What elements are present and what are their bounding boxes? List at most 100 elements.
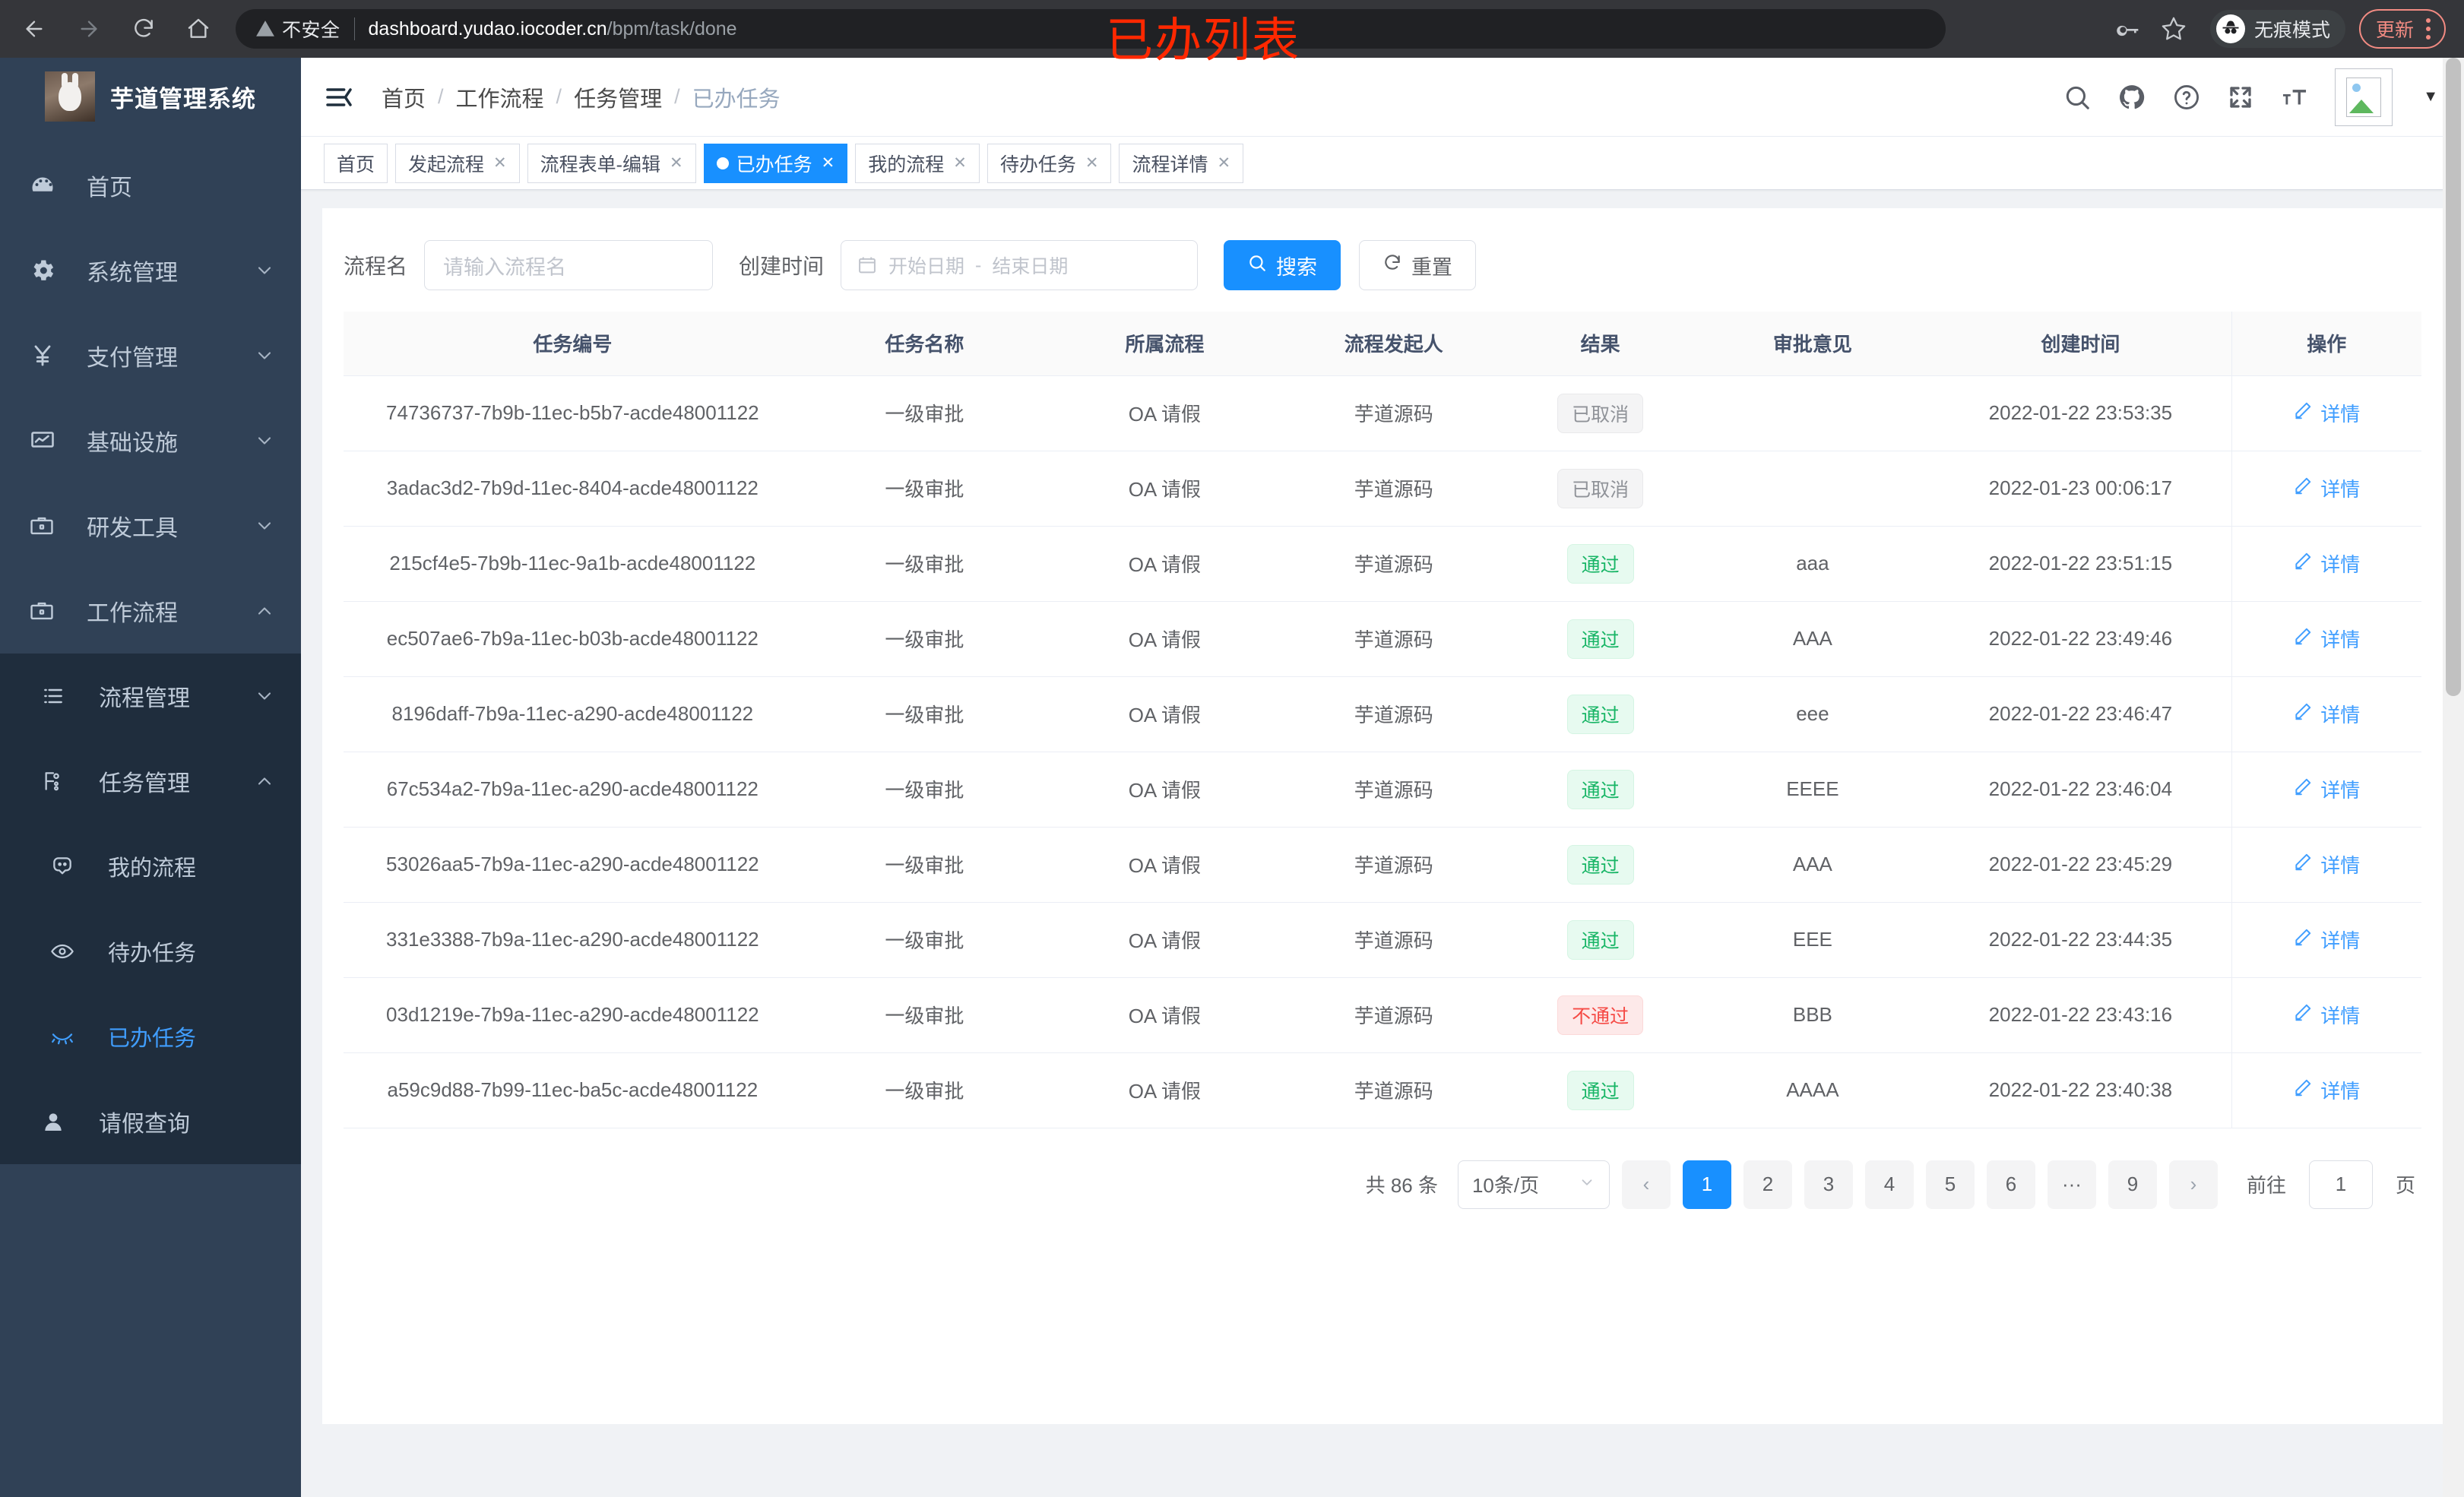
detail-link[interactable]: 详情 (2293, 700, 2360, 728)
table-row[interactable]: 67c534a2-7b9a-11ec-a290-acde48001122 一级审批… (344, 752, 2421, 828)
close-icon[interactable]: ✕ (953, 154, 967, 172)
detail-link[interactable]: 详情 (2293, 1001, 2360, 1029)
sidebar-item-payment[interactable]: 支付管理 (0, 313, 301, 398)
close-icon[interactable]: ✕ (821, 154, 835, 172)
sidebar-item-workflow[interactable]: 工作流程 (0, 568, 301, 654)
update-button[interactable]: 更新 (2358, 9, 2446, 49)
close-icon[interactable]: ✕ (493, 154, 507, 172)
kebab-menu-icon[interactable] (2420, 18, 2437, 40)
table-row[interactable]: 331e3388-7b9a-11ec-a290-acde48001122 一级审批… (344, 902, 2421, 978)
page-button-6[interactable]: 6 (1986, 1160, 2035, 1209)
tab-todo-task[interactable]: 待办任务 ✕ (987, 143, 1112, 183)
sidebar-item-label: 任务管理 (99, 771, 190, 796)
table-row[interactable]: 74736737-7b9b-11ec-b5b7-acde48001122 一级审批… (344, 375, 2421, 451)
page-ellipsis[interactable]: ··· (2047, 1160, 2096, 1209)
table-row[interactable]: 53026aa5-7b9a-11ec-a290-acde48001122 一级审批… (344, 827, 2421, 903)
help-circle-icon[interactable] (2172, 83, 2201, 112)
detail-link[interactable]: 详情 (2293, 625, 2360, 653)
tab-my-process[interactable]: 我的流程 ✕ (855, 143, 980, 183)
detail-link[interactable]: 详情 (2293, 549, 2360, 578)
search-button[interactable]: 搜索 (1224, 240, 1341, 290)
page-button-2[interactable]: 2 (1743, 1160, 1792, 1209)
page-button-9[interactable]: 9 (2108, 1160, 2157, 1209)
detail-link[interactable]: 详情 (2293, 850, 2360, 878)
status-badge: 通过 (1566, 694, 1634, 734)
table-row[interactable]: a59c9d88-7b99-11ec-ba5c-acde48001122 一级审批… (344, 1052, 2421, 1128)
navbar-tools: ▼ (2063, 68, 2438, 126)
browser-right-controls: 无痕模式 更新 (2107, 8, 2464, 50)
close-icon[interactable]: ✕ (1085, 154, 1099, 172)
brand[interactable]: 芋道管理系统 (0, 62, 301, 131)
avatar[interactable] (2335, 68, 2393, 126)
tab-process-detail[interactable]: 流程详情 ✕ (1119, 143, 1244, 183)
tab-done-task[interactable]: 已办任务 ✕ (703, 143, 848, 183)
table-row[interactable]: 3adac3d2-7b9d-11ec-8404-acde48001122 一级审批… (344, 451, 2421, 527)
scrollbar-thumb[interactable] (2446, 58, 2461, 696)
page-scrollbar[interactable] (2443, 58, 2464, 1497)
page-button-3[interactable]: 3 (1804, 1160, 1853, 1209)
fullscreen-icon[interactable] (2227, 84, 2254, 111)
sidebar-item-label: 首页 (87, 176, 132, 201)
prev-page-button[interactable]: ‹ (1621, 1160, 1671, 1209)
close-icon[interactable]: ✕ (669, 154, 683, 172)
chevron-down-icon[interactable]: ▼ (2423, 88, 2438, 105)
breadcrumb-item-1[interactable]: 工作流程 (455, 87, 544, 112)
cell-created-time: 2022-01-22 23:46:04 (1930, 752, 2232, 828)
sidebar-item-system[interactable]: 系统管理 (0, 228, 301, 313)
detail-link[interactable]: 详情 (2293, 775, 2360, 803)
back-arrow-icon[interactable] (17, 11, 52, 46)
jump-page-input[interactable]: 1 (2308, 1160, 2373, 1209)
address-bar[interactable]: 不安全 dashboard.yudao.iocoder.cn/bpm/task/… (236, 9, 1946, 49)
github-icon[interactable] (2117, 83, 2146, 112)
detail-link[interactable]: 详情 (2293, 1076, 2360, 1104)
home-icon[interactable] (181, 11, 216, 46)
security-indicator[interactable]: 不安全 (255, 15, 340, 43)
key-icon[interactable] (2107, 8, 2149, 50)
url-path: /bpm/task/done (606, 17, 737, 40)
tab-start-process[interactable]: 发起流程 ✕ (395, 143, 520, 183)
sidebar-item-label: 待办任务 (108, 942, 197, 966)
sidebar-item-task-management[interactable]: 任务管理 (0, 739, 301, 824)
tab-home[interactable]: 首页 (324, 143, 388, 183)
detail-link-label: 详情 (2320, 553, 2361, 576)
close-icon[interactable]: ✕ (1217, 154, 1231, 172)
table-row[interactable]: 215cf4e5-7b9b-11ec-9a1b-acde48001122 一级审批… (344, 526, 2421, 602)
sidebar-item-home[interactable]: 首页 (0, 143, 301, 228)
page-button-1[interactable]: 1 (1682, 1160, 1731, 1209)
breadcrumb-item-0[interactable]: 首页 (382, 87, 426, 112)
next-page-button[interactable]: › (2168, 1160, 2218, 1209)
sidebar-item-leave-query[interactable]: 请假查询 (0, 1079, 301, 1164)
create-time-range-picker[interactable]: 开始日期 - 结束日期 (841, 240, 1199, 290)
cell-created-time: 2022-01-22 23:51:15 (1930, 526, 2232, 602)
start-date-placeholder: 开始日期 (888, 256, 965, 277)
reset-button[interactable]: 重置 (1359, 240, 1477, 290)
sidebar-item-process-management[interactable]: 流程管理 (0, 654, 301, 739)
font-size-icon[interactable] (2280, 83, 2309, 112)
sidebar-item-done-task[interactable]: 已办任务 (0, 994, 301, 1079)
search-icon[interactable] (2063, 83, 2092, 112)
table-row[interactable]: 8196daff-7b9a-11ec-a290-acde48001122 一级审批… (344, 676, 2421, 752)
detail-link[interactable]: 详情 (2293, 474, 2360, 502)
tab-process-form-edit[interactable]: 流程表单-编辑 ✕ (527, 143, 696, 183)
star-icon[interactable] (2152, 8, 2195, 50)
table-row[interactable]: ec507ae6-7b9a-11ec-b03b-acde48001122 一级审批… (344, 601, 2421, 677)
reload-icon[interactable] (126, 11, 161, 46)
cell-initiator: 芋道源码 (1281, 375, 1506, 451)
incognito-indicator[interactable]: 无痕模式 (2209, 10, 2345, 48)
process-name-input[interactable]: 请输入流程名 (424, 240, 714, 290)
sidebar-item-my-process[interactable]: 我的流程 (0, 824, 301, 909)
page-size-select[interactable]: 10条/页 (1457, 1160, 1610, 1209)
sidebar-item-todo-task[interactable]: 待办任务 (0, 909, 301, 994)
page-button-5[interactable]: 5 (1925, 1160, 1975, 1209)
page-button-4[interactable]: 4 (1864, 1160, 1914, 1209)
detail-link-label: 详情 (2320, 779, 2361, 802)
forward-arrow-icon[interactable] (71, 11, 106, 46)
sidebar-toggle-icon[interactable] (324, 82, 360, 112)
breadcrumb-item-2[interactable]: 任务管理 (574, 87, 663, 112)
table-row[interactable]: 03d1219e-7b9a-11ec-a290-acde48001122 一级审批… (344, 977, 2421, 1053)
cell-process: OA 请假 (1047, 977, 1282, 1053)
detail-link[interactable]: 详情 (2293, 926, 2360, 954)
sidebar-item-infrastructure[interactable]: 基础设施 (0, 398, 301, 483)
sidebar-item-devtools[interactable]: 研发工具 (0, 483, 301, 568)
detail-link[interactable]: 详情 (2293, 399, 2360, 427)
